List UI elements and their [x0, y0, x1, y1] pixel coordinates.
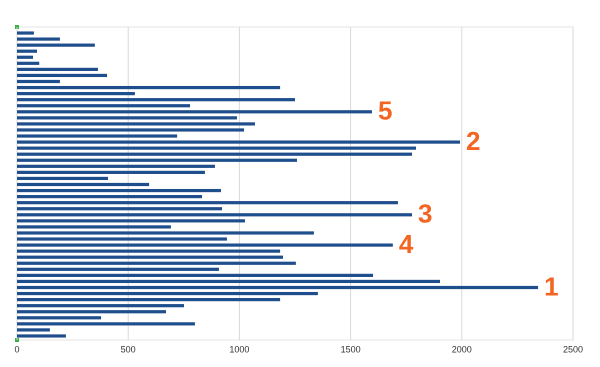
- bar: [17, 92, 135, 96]
- bar: [17, 49, 38, 53]
- bar: [17, 146, 416, 150]
- bar: [17, 219, 245, 223]
- bar: [17, 122, 255, 126]
- annotation: 4: [399, 229, 414, 259]
- bar: [17, 170, 205, 174]
- bar: [17, 213, 412, 217]
- annotation: 3: [418, 199, 432, 229]
- bar: [17, 249, 281, 253]
- bar: [17, 55, 34, 59]
- bar: [17, 182, 150, 187]
- annotation: 2: [466, 126, 480, 156]
- bar: [17, 261, 296, 265]
- bar: [17, 140, 461, 144]
- bar: [17, 98, 295, 102]
- bar: [17, 231, 314, 235]
- x-tick-label: 2000: [452, 344, 472, 354]
- x-tick-label: 2500: [563, 344, 583, 354]
- bar: [17, 316, 102, 320]
- bar: [17, 267, 219, 271]
- bar: [17, 322, 195, 326]
- x-tick-label: 500: [121, 344, 136, 354]
- bar: [17, 73, 108, 78]
- x-tick-label: 0: [14, 344, 19, 354]
- bar: [17, 298, 281, 302]
- bar: [17, 225, 171, 229]
- bar: [17, 158, 298, 162]
- bar: [17, 116, 237, 120]
- bar: [17, 328, 50, 332]
- bar: [17, 43, 95, 47]
- bar: [17, 188, 221, 193]
- bar: [17, 85, 281, 90]
- bar: [17, 207, 223, 211]
- bar: [17, 291, 318, 296]
- x-tick-label: 1500: [341, 344, 361, 354]
- bar: [17, 110, 372, 114]
- bar: [17, 128, 245, 132]
- bar: [17, 310, 167, 314]
- bar: [17, 334, 66, 338]
- bar: [17, 243, 393, 247]
- bar: [17, 31, 34, 35]
- annotation: 5: [378, 96, 392, 126]
- bar: [17, 285, 539, 290]
- bar: [17, 61, 40, 65]
- bar: [17, 255, 283, 259]
- bar: [17, 67, 98, 71]
- x-tick-label: 1000: [229, 344, 249, 354]
- bar: [17, 37, 60, 41]
- bar: [17, 152, 412, 156]
- bar: [17, 104, 191, 108]
- bar: [17, 237, 227, 241]
- bar: [17, 164, 215, 168]
- bar: [17, 304, 185, 308]
- bar: [17, 176, 108, 181]
- bar: [17, 201, 398, 205]
- bar: [17, 134, 178, 138]
- bar: [17, 273, 374, 277]
- annotation: 1: [544, 271, 558, 301]
- bar: [17, 195, 203, 199]
- bar: [17, 279, 441, 284]
- bar: [17, 79, 60, 84]
